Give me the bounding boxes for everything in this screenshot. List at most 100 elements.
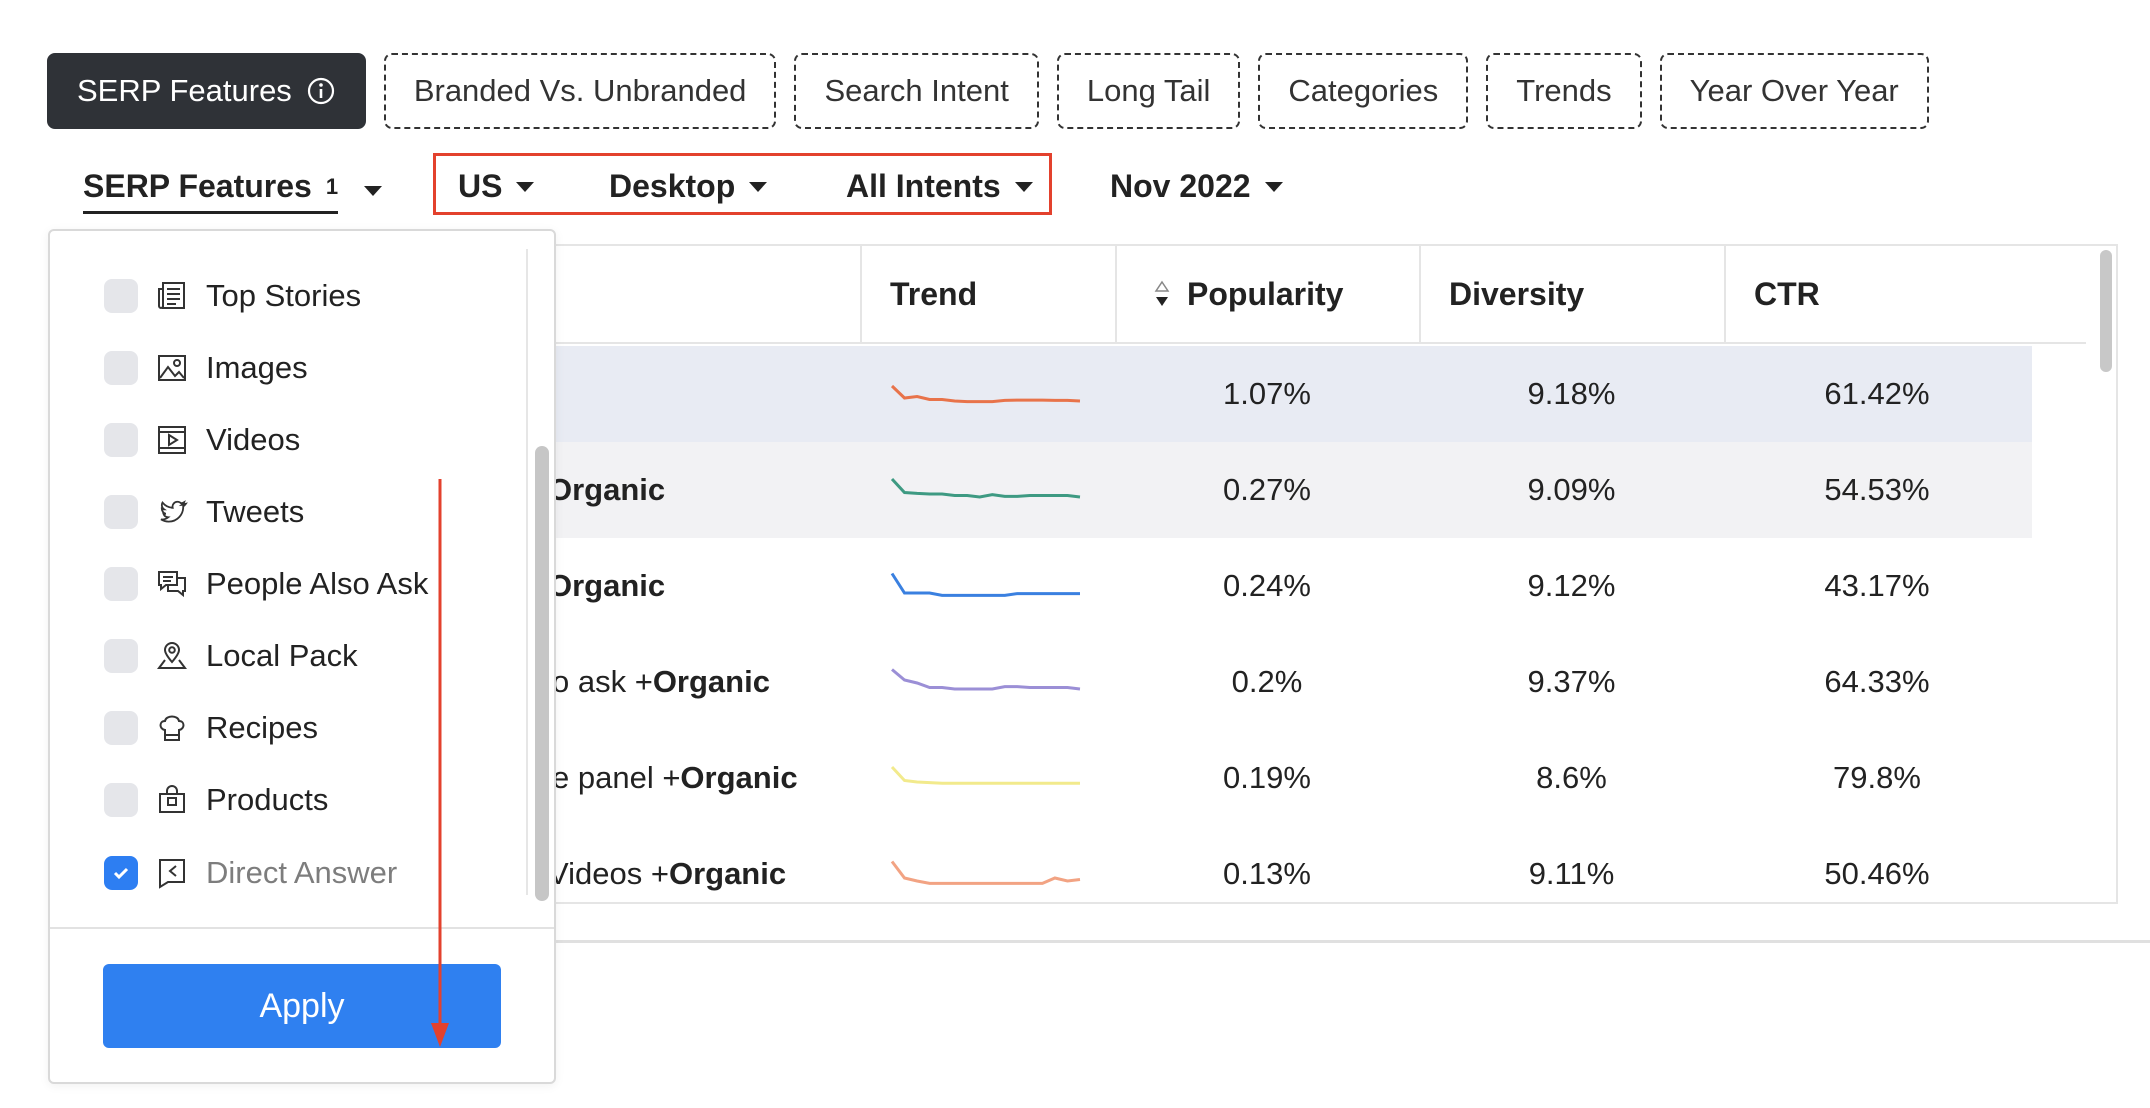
table-row[interactable]: e panel + Organic 0.19% 8.6% 79.8% xyxy=(550,730,2032,826)
serp-features-filter-label: SERP Features 1 xyxy=(83,168,339,214)
shopping-bag-icon xyxy=(156,784,188,816)
column-header-diversity[interactable]: Diversity xyxy=(1419,246,1724,342)
diversity-cell: 9.18% xyxy=(1527,376,1616,411)
ctr-cell: 54.53% xyxy=(1824,472,1930,507)
chevron-down-icon xyxy=(1014,181,1033,192)
serp-feature-option[interactable]: Top Stories xyxy=(104,271,361,321)
serp-feature-option[interactable]: Tweets xyxy=(104,487,304,537)
feature-name-bold: Organic xyxy=(548,472,666,507)
table-row[interactable]: Organic 0.24% 9.12% 43.17% xyxy=(550,538,2032,634)
serp-feature-option[interactable]: Images xyxy=(104,343,308,393)
table-row[interactable]: o ask + Organic 0.2% 9.37% 64.33% xyxy=(550,634,2032,730)
ctr-cell: 64.33% xyxy=(1824,664,1930,699)
column-header-popularity[interactable]: Popularity xyxy=(1115,246,1419,342)
tab-label: SERP Features xyxy=(77,73,292,108)
tab-label: Long Tail xyxy=(1086,73,1211,108)
ctr-cell: 43.17% xyxy=(1824,568,1930,603)
tab-label: Trends xyxy=(1516,73,1612,108)
tab-trends[interactable]: Trends xyxy=(1486,53,1642,129)
trend-cell xyxy=(890,826,1090,902)
diversity-cell: 9.12% xyxy=(1527,568,1616,603)
popularity-cell: 0.13% xyxy=(1223,856,1311,891)
popularity-cell: 0.27% xyxy=(1223,472,1311,507)
feature-combination-cell: e panel + Organic xyxy=(552,730,798,826)
table-row[interactable]: 1.07% 9.18% 61.42% xyxy=(550,346,2032,442)
popularity-cell: 1.07% xyxy=(1223,376,1311,411)
chat-icon xyxy=(156,568,188,600)
popularity-cell: 0.19% xyxy=(1223,760,1311,795)
trend-sparkline xyxy=(891,668,1081,691)
checkbox[interactable] xyxy=(104,351,138,385)
serp-feature-option[interactable]: Direct Answer xyxy=(104,848,397,898)
tab-categories[interactable]: Categories xyxy=(1258,53,1469,129)
video-icon xyxy=(156,424,188,456)
serp-feature-option[interactable]: Recipes xyxy=(104,703,318,753)
option-label: People Also Ask xyxy=(206,566,429,601)
option-label: Images xyxy=(206,350,308,385)
tab-label: Search Intent xyxy=(824,73,1009,108)
sort-icon[interactable] xyxy=(1153,279,1171,309)
chef-hat-icon xyxy=(156,712,188,744)
serp-feature-option[interactable]: Products xyxy=(104,775,328,825)
ctr-cell: 61.42% xyxy=(1824,376,1930,411)
trend-line xyxy=(890,384,1081,404)
trend-cell xyxy=(890,442,1090,538)
tab-long-tail[interactable]: Long Tail xyxy=(1056,53,1241,129)
tab-search-intent[interactable]: Search Intent xyxy=(794,53,1039,129)
checkbox-checked[interactable] xyxy=(104,856,138,890)
ctr-cell: 50.46% xyxy=(1824,856,1930,891)
trend-sparkline xyxy=(890,860,1081,885)
trend-line xyxy=(890,477,1081,499)
tab-branded-vs-unbranded[interactable]: Branded Vs. Unbranded xyxy=(383,53,777,129)
popularity-cell: 0.2% xyxy=(1231,664,1303,699)
diversity-cell: 8.6% xyxy=(1536,760,1607,795)
apply-button[interactable]: Apply xyxy=(103,964,501,1048)
option-label: Recipes xyxy=(206,710,318,745)
table-row[interactable]: Organic 0.27% 9.09% 54.53% xyxy=(550,442,2032,538)
trend-cell xyxy=(890,538,1090,634)
trend-sparkline xyxy=(890,765,1080,785)
trend-line xyxy=(890,860,1081,885)
selected-count-badge: 1 xyxy=(325,173,339,199)
dropdown-scroll-track xyxy=(526,249,528,895)
feature-name-bold: Organic xyxy=(548,568,666,603)
checkbox[interactable] xyxy=(104,495,138,529)
trend-line xyxy=(890,572,1080,597)
table-scrollbar[interactable] xyxy=(2100,250,2112,372)
checkbox[interactable] xyxy=(104,711,138,745)
feature-name-prefix: Videos + xyxy=(548,856,669,891)
checkbox[interactable] xyxy=(104,639,138,673)
tab-serp-features[interactable]: SERP Features xyxy=(47,53,366,129)
serp-feature-option[interactable]: Local Pack xyxy=(104,631,358,681)
trend-line xyxy=(890,765,1080,785)
date-value: Nov 2022 xyxy=(1110,168,1251,204)
column-header-label: CTR xyxy=(1754,275,1820,312)
dropdown-scrollbar[interactable] xyxy=(535,446,549,901)
country-filter[interactable]: US xyxy=(458,168,535,205)
option-label: Videos xyxy=(206,422,301,457)
feature-name-bold: Organic xyxy=(652,664,770,699)
filter-label-text: SERP Features xyxy=(83,168,312,204)
option-label: Direct Answer xyxy=(206,855,398,890)
device-filter[interactable]: Desktop xyxy=(609,168,768,205)
trend-cell xyxy=(890,634,1090,730)
checkbox[interactable] xyxy=(104,279,138,313)
checkbox[interactable] xyxy=(104,783,138,817)
tab-year-over-year[interactable]: Year Over Year xyxy=(1659,53,1929,129)
table-header: Trend Popularity Diversity CTR xyxy=(550,246,2086,344)
date-filter[interactable]: Nov 2022 xyxy=(1110,168,1283,205)
info-icon[interactable] xyxy=(306,76,336,106)
trend-line xyxy=(891,668,1081,691)
serp-feature-option[interactable]: People Also Ask xyxy=(104,559,428,609)
checkbox[interactable] xyxy=(104,423,138,457)
image-icon xyxy=(156,352,188,384)
intent-filter[interactable]: All Intents xyxy=(846,168,1033,205)
divider xyxy=(548,940,2150,943)
column-header-ctr[interactable]: CTR xyxy=(1724,246,2084,342)
trend-cell xyxy=(890,730,1090,826)
serp-features-filter[interactable]: SERP Features 1 xyxy=(83,168,383,214)
serp-feature-option[interactable]: Videos xyxy=(104,415,300,465)
table-row[interactable]: Videos + Organic 0.13% 9.11% 50.46% xyxy=(548,826,2032,902)
column-header-trend[interactable]: Trend xyxy=(860,246,1115,342)
checkbox[interactable] xyxy=(104,567,138,601)
